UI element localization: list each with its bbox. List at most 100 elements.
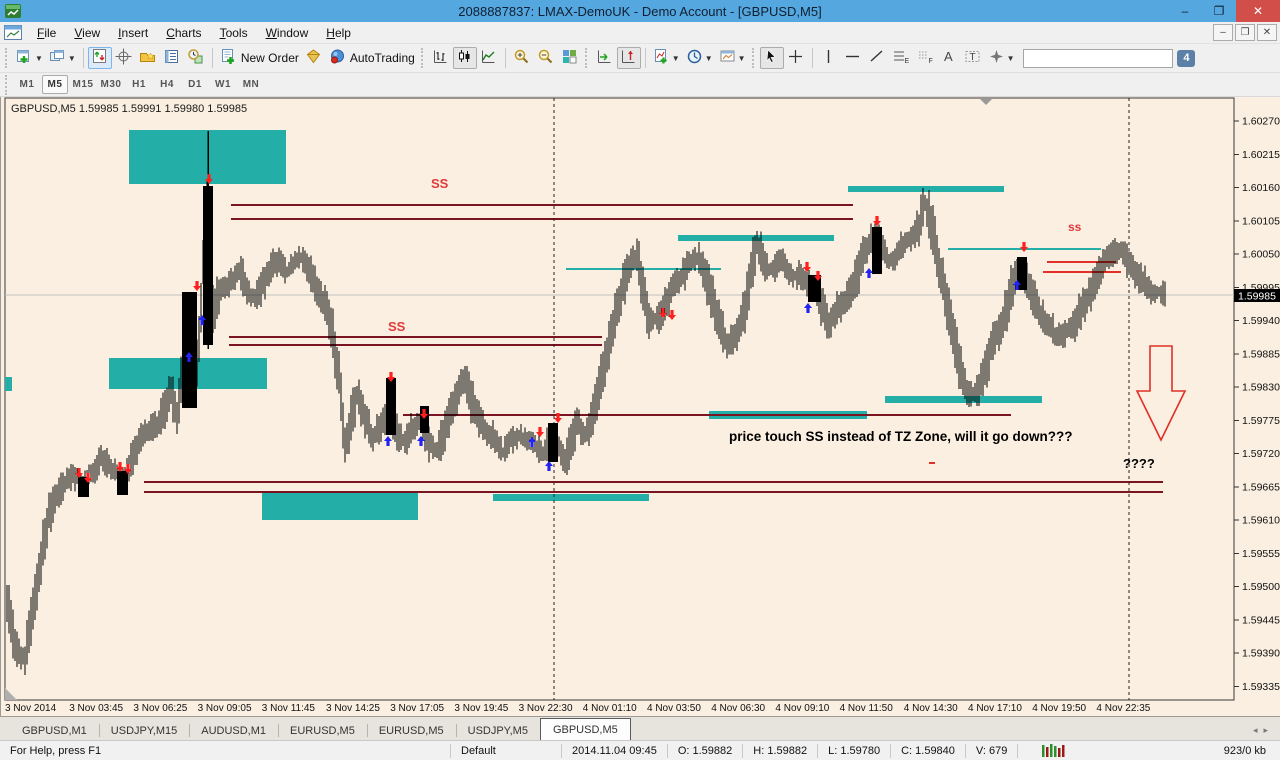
menu-view[interactable]: View [74, 25, 101, 40]
profiles-button[interactable]: ▼ [46, 47, 79, 69]
svg-text:1.59665: 1.59665 [1242, 481, 1280, 493]
vertical-line-button[interactable] [817, 47, 841, 69]
autotrading-icon [329, 48, 346, 68]
profiles-icon [49, 48, 66, 68]
toolbar-grip[interactable] [584, 48, 590, 68]
svg-text:1.60215: 1.60215 [1242, 149, 1280, 161]
chevron-down-icon: ▼ [1006, 53, 1015, 63]
menu-help[interactable]: Help [326, 25, 351, 40]
chart-area[interactable]: SS SS ss price touch SS instead of TZ Zone,… [0, 97, 1280, 716]
market-watch-button[interactable] [87, 47, 112, 69]
toolbar-grip[interactable] [751, 48, 757, 68]
metaeditor-button[interactable] [302, 47, 326, 69]
tile-windows-button[interactable] [558, 47, 582, 69]
bar-chart-button[interactable] [429, 47, 453, 69]
horizontal-line-icon [844, 48, 861, 68]
child-minimize-button[interactable]: – [1213, 24, 1233, 41]
child-close-button[interactable]: ✕ [1257, 24, 1277, 41]
zoom-out-button[interactable] [534, 47, 558, 69]
svg-text:4 Nov 03:50: 4 Nov 03:50 [647, 703, 701, 714]
chart-tab-eurusd-m5[interactable]: EURUSD,M5 [278, 721, 367, 740]
svg-text:3 Nov 22:30: 3 Nov 22:30 [519, 703, 573, 714]
toolbar-separator [811, 48, 813, 68]
text-label-button[interactable]: T [961, 47, 985, 69]
menu-tools[interactable]: Tools [219, 25, 248, 40]
notifications-badge[interactable]: 4 [1177, 49, 1196, 67]
new-chart-button[interactable]: ▼ [13, 47, 46, 69]
timeframe-m5-button[interactable]: M5 [42, 75, 68, 94]
minimize-button[interactable]: – [1181, 4, 1189, 18]
svg-text:4 Nov 01:10: 4 Nov 01:10 [583, 703, 637, 714]
data-window-button[interactable] [112, 47, 136, 69]
templates-button[interactable]: ▼ [716, 47, 749, 69]
timeframe-h4-button[interactable]: H4 [160, 79, 174, 90]
timeframe-h1-button[interactable]: H1 [132, 79, 146, 90]
svg-text:4 Nov 11:50: 4 Nov 11:50 [840, 703, 894, 714]
close-button[interactable]: ✕ [1236, 0, 1280, 22]
chart-tab-eurusd-m5[interactable]: EURUSD,M5 [366, 721, 456, 740]
crosshair-button[interactable] [784, 47, 808, 69]
chart-tab-audusd-m1[interactable]: AUDUSD,M1 [189, 721, 278, 740]
indicators-icon [653, 48, 670, 68]
fibonacci-icon: E [892, 48, 910, 68]
indicators-button[interactable]: ▼ [650, 47, 683, 69]
terminal-button[interactable] [160, 47, 184, 69]
candlestick-chart-icon [456, 48, 473, 68]
fibonacci-button[interactable]: E [889, 47, 913, 69]
status-profile[interactable]: Default [461, 744, 496, 757]
svg-text:1.60050: 1.60050 [1242, 249, 1280, 261]
menu-file[interactable]: File [37, 25, 57, 40]
navigator-button[interactable] [136, 47, 160, 69]
text-icon: A [940, 48, 957, 68]
timeframe-m15-button[interactable]: M15 [72, 79, 94, 90]
timeframe-w1-button[interactable]: W1 [215, 79, 231, 90]
toolbar-grip[interactable] [420, 48, 426, 68]
menu-charts[interactable]: Charts [166, 25, 202, 40]
svg-text:4 Nov 09:10: 4 Nov 09:10 [775, 703, 829, 714]
timeframe-bar: M1 M5 M15 M30 H1 H4 D1 W1 MN [0, 73, 1280, 97]
timeframe-m1-button[interactable]: M1 [19, 79, 35, 90]
chart-tab-usdjpy-m15[interactable]: USDJPY,M15 [98, 721, 189, 740]
menu-insert[interactable]: Insert [118, 25, 149, 40]
chart-tab-gbpusd-m1[interactable]: GBPUSD,M1 [22, 724, 87, 737]
svg-text:SS: SS [388, 319, 406, 334]
tab-scroll-arrows[interactable]: ◂▸ [1252, 725, 1274, 735]
search-input[interactable] [1024, 50, 1171, 66]
menu-window[interactable]: Window [265, 25, 309, 40]
line-chart-button[interactable] [477, 47, 501, 69]
auto-scroll-button[interactable] [593, 47, 617, 69]
zoom-in-icon [513, 48, 530, 68]
title-bar: 2088887837: LMAX-DemoUK - Demo Account -… [0, 0, 1280, 22]
trendline-button[interactable] [865, 47, 889, 69]
chevron-down-icon: ▼ [704, 53, 713, 63]
horizontal-line-button[interactable] [841, 47, 865, 69]
chart-tab-usdjpy-m5[interactable]: USDJPY,M5 [455, 721, 540, 740]
zoom-in-button[interactable] [510, 47, 534, 69]
periods-icon [686, 48, 703, 68]
text-button[interactable]: A [937, 47, 961, 69]
restore-button[interactable]: ❐ [1213, 4, 1225, 18]
toolbar-grip[interactable] [5, 48, 10, 68]
candlestick-chart-button[interactable] [452, 47, 477, 69]
timeframe-d1-button[interactable]: D1 [188, 79, 202, 90]
tile-windows-icon [561, 48, 578, 68]
svg-text:3 Nov 09:05: 3 Nov 09:05 [198, 703, 252, 714]
svg-text:1.59335: 1.59335 [1242, 681, 1280, 693]
cursor-button[interactable] [759, 47, 784, 69]
search-box[interactable] [1023, 48, 1174, 68]
child-restore-button[interactable]: ❐ [1235, 24, 1255, 41]
shapes-button[interactable]: ▼ [985, 47, 1018, 69]
grid-button[interactable]: F [913, 47, 937, 69]
periods-button[interactable]: ▼ [683, 47, 716, 69]
chart-shift-button[interactable] [616, 47, 641, 69]
new-order-button[interactable]: New Order [217, 47, 302, 69]
timeframe-mn-button[interactable]: MN [242, 79, 260, 90]
chart-tab-gbpusd-m5[interactable]: GBPUSD,M5 [539, 718, 631, 740]
price-chart[interactable]: SS SS ss price touch SS instead of TZ Zone,… [1, 97, 1280, 716]
autotrading-button[interactable]: AutoTrading [326, 47, 418, 69]
strategy-tester-button[interactable] [184, 47, 208, 69]
toolbar-grip[interactable] [5, 74, 10, 95]
svg-text:F: F [929, 58, 933, 65]
timeframe-m30-button[interactable]: M30 [100, 79, 122, 90]
